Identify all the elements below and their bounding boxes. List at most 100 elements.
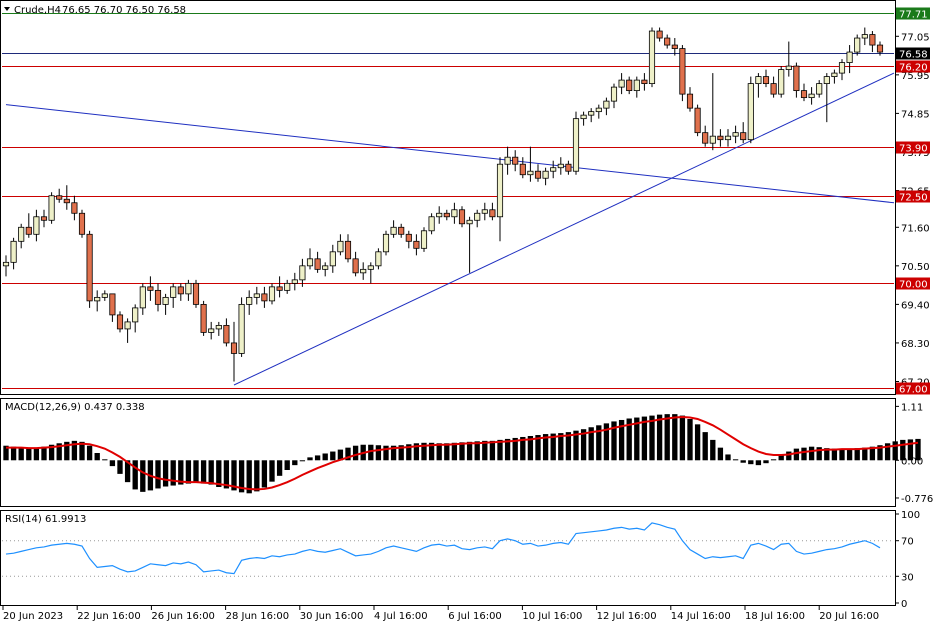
candle-body <box>71 202 78 214</box>
candle <box>702 125 709 147</box>
macd-bar <box>702 432 708 461</box>
candle <box>740 122 747 144</box>
candle-body <box>352 258 359 274</box>
macd-bar <box>854 448 860 461</box>
candle <box>504 146 511 175</box>
candle <box>200 300 207 336</box>
candle-body <box>717 135 724 141</box>
candle <box>656 27 663 42</box>
macd-bar <box>573 430 579 461</box>
macd-tick-label: -0.776 <box>901 494 933 505</box>
candle <box>360 262 367 280</box>
macd-bar <box>94 453 100 461</box>
candle <box>382 230 390 256</box>
candle-body <box>816 83 823 95</box>
candle <box>154 283 162 312</box>
candle-body <box>648 30 656 85</box>
candle-body <box>603 100 610 109</box>
macd-bar <box>10 446 17 461</box>
candle <box>48 192 55 224</box>
candle <box>306 248 314 270</box>
candle-body <box>762 76 770 85</box>
candle-body <box>185 282 192 295</box>
candle-body <box>861 34 868 39</box>
macd-bar <box>862 447 868 461</box>
candle-body <box>846 51 853 63</box>
macd-bar <box>254 460 260 492</box>
candle <box>268 283 276 305</box>
macd-bar <box>634 417 640 461</box>
macd-bar <box>474 441 480 461</box>
candle <box>816 80 823 98</box>
time-tick-label: 26 Jun 16:00 <box>151 611 215 622</box>
candle-body <box>329 251 336 267</box>
candle-body <box>344 240 352 260</box>
candle <box>869 31 876 53</box>
macd-bar <box>710 439 716 461</box>
macd-bar <box>626 418 632 461</box>
candle <box>352 251 359 277</box>
macd-bar <box>869 446 876 461</box>
macd-signal-line <box>6 416 919 491</box>
candle-body <box>800 90 808 99</box>
candle-body <box>223 325 230 344</box>
macd-bar <box>565 432 572 461</box>
macd-bar <box>504 438 511 461</box>
candle <box>876 41 884 56</box>
candle <box>443 209 450 221</box>
candle-body <box>78 212 86 235</box>
macd-bar <box>117 460 123 474</box>
macd-bar <box>755 460 762 466</box>
candle-body <box>147 286 154 291</box>
candle <box>40 209 48 228</box>
candle <box>489 202 496 221</box>
macd-bar <box>155 460 161 489</box>
macd-bar <box>641 416 648 461</box>
time-tick-label: 20 Jun 2023 <box>3 611 63 622</box>
candle-body <box>413 240 420 249</box>
candle-body <box>709 135 716 144</box>
candle <box>261 286 268 308</box>
candle <box>618 73 625 95</box>
dropdown-triangle-icon[interactable] <box>4 7 10 11</box>
candle <box>208 321 215 340</box>
candle <box>170 283 177 308</box>
time-tick-label: 12 Jul 16:00 <box>597 611 657 622</box>
macd-tick-label: 1.11 <box>901 402 923 413</box>
candle <box>192 279 200 308</box>
candle <box>512 150 519 172</box>
macd-bar <box>193 460 199 483</box>
level-tag-label: 77.71 <box>899 10 928 21</box>
candle <box>846 45 853 74</box>
candle <box>413 234 420 256</box>
candle-body <box>466 219 473 225</box>
candle <box>808 87 815 105</box>
macd-bar <box>428 442 435 461</box>
candle <box>580 111 587 126</box>
macd-bar <box>375 445 382 461</box>
candle-body <box>18 226 25 242</box>
candle <box>474 209 481 228</box>
candle-body <box>656 30 663 39</box>
candle <box>147 276 154 301</box>
candle-body <box>664 37 671 46</box>
macd-bar <box>915 438 921 461</box>
macd-bar <box>846 448 853 461</box>
candle-body <box>808 93 815 99</box>
time-tick-label: 22 Jun 16:00 <box>77 611 141 622</box>
candle-body <box>572 118 580 172</box>
macd-bar <box>71 440 78 461</box>
macd-bar <box>649 415 655 461</box>
candle-body <box>170 286 177 298</box>
candle-body <box>177 286 184 295</box>
time-axis: 20 Jun 2023 22 Jun 16:00 26 Jun 16:00 28 Ju… <box>2 606 879 622</box>
candle-body <box>869 34 876 46</box>
candle <box>246 290 253 315</box>
macd-bar <box>26 448 32 461</box>
candle-body <box>512 156 519 165</box>
macd-bar <box>18 447 24 461</box>
macd-bar <box>299 460 306 462</box>
macd-bar <box>786 451 792 461</box>
candle-body <box>238 303 245 354</box>
